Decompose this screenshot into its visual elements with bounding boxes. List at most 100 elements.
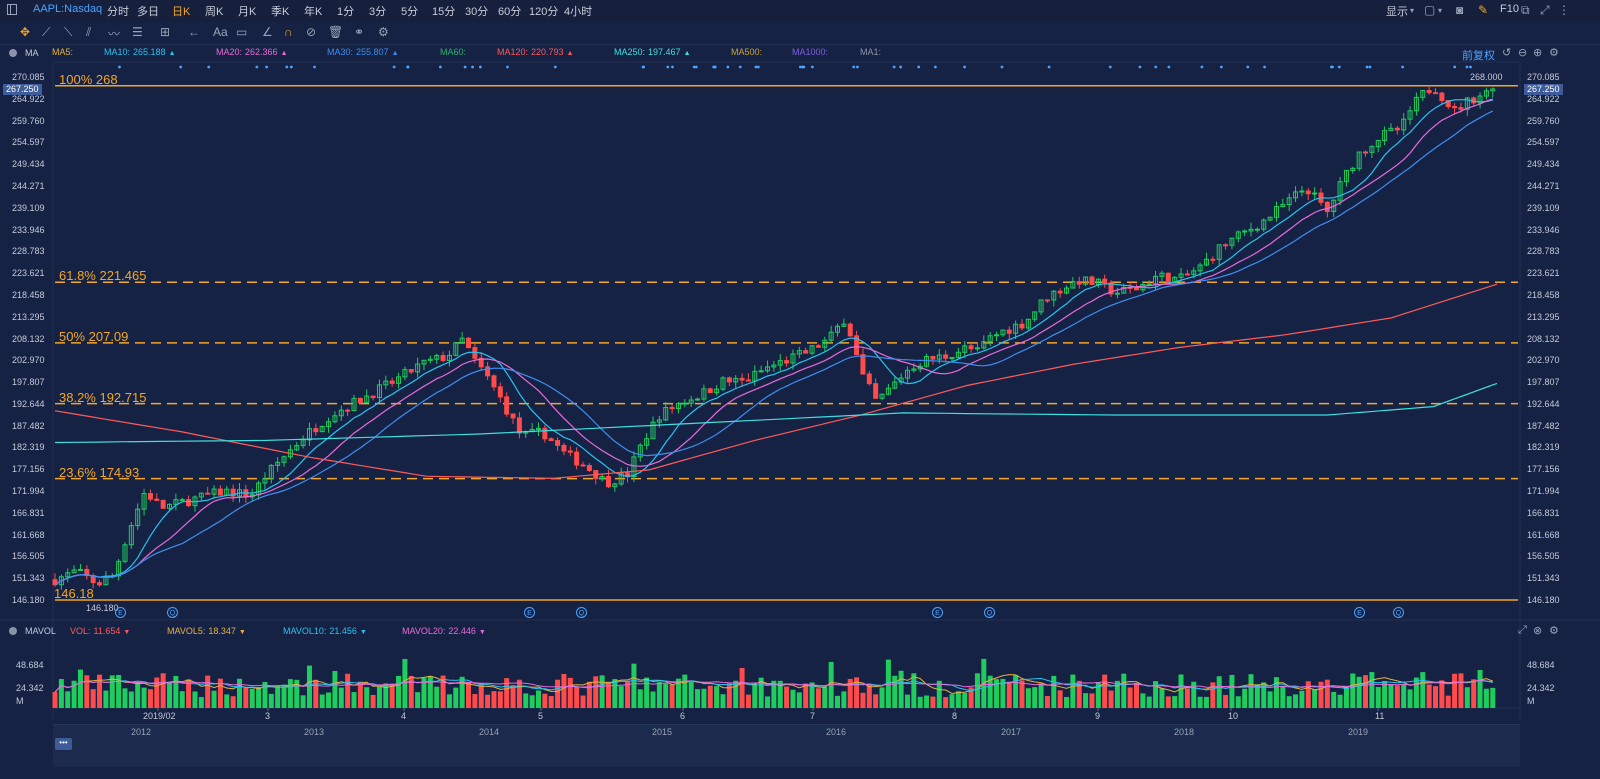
line-tool-icon[interactable]: ⟋ [42, 25, 51, 39]
candle-body [357, 397, 363, 404]
link-icon[interactable]: ⚭ [354, 25, 365, 39]
layout-caret-icon[interactable]: ▾ [1438, 6, 1443, 15]
event-marker-icon[interactable]: E [524, 607, 535, 618]
candle-body [548, 438, 554, 442]
candle-body [733, 377, 739, 383]
hide-drawings-icon[interactable]: ⊘ [306, 25, 317, 39]
price-adjust-button[interactable]: 前复权 [1462, 50, 1495, 62]
display-button[interactable]: 显示 [1386, 6, 1408, 18]
note-tool-icon[interactable]: ▭ [236, 25, 248, 39]
period-tab[interactable]: 周K [205, 6, 224, 18]
candle-body [586, 465, 592, 472]
ma-legend-item[interactable]: MA500: [731, 47, 762, 57]
fullscreen-icon[interactable]: ⤢ [1540, 3, 1550, 17]
panel-settings-icon[interactable]: ⚙ [1549, 47, 1559, 59]
wave-tool-icon[interactable]: 〰 [108, 27, 121, 41]
volume-expand-icon[interactable]: ⤢ [1518, 624, 1527, 636]
camera-icon[interactable]: ◙ [1456, 3, 1464, 17]
ruler-tool-icon[interactable]: ⊞ [160, 25, 171, 39]
volume-legend-item[interactable]: MAVOL5: 18.347 ▼ [167, 626, 246, 636]
event-marker-icon[interactable]: Q [1393, 607, 1404, 618]
ma-legend-item[interactable]: MA30: 255.807 ▲ [327, 47, 399, 57]
event-marker-icon[interactable]: Q [167, 607, 178, 618]
volume-bar [421, 677, 427, 708]
eraser-icon[interactable]: ∠ [262, 25, 273, 39]
delete-drawings-icon[interactable]: 🗑 [328, 25, 344, 39]
volume-legend-item[interactable]: MAVOL10: 21.456 ▼ [283, 626, 367, 636]
volume-bar [974, 673, 980, 708]
f10-button[interactable]: F10 [1500, 3, 1519, 15]
volume-settings-icon[interactable]: ⚙ [1549, 625, 1559, 637]
candle-body [854, 335, 860, 356]
magnet-icon[interactable]: ∩ [284, 25, 293, 39]
settings-gear-icon[interactable]: ⚙ [378, 25, 389, 39]
time-navigator[interactable] [53, 724, 1520, 767]
ma-legend-item[interactable]: MA250: 197.467 ▲ [614, 47, 691, 57]
candle-body [1388, 127, 1394, 132]
fib-tool-icon[interactable]: ☰ [132, 25, 143, 39]
window-layout-icon[interactable]: ▢ [1424, 3, 1436, 17]
event-marker-icon[interactable]: Q [576, 607, 587, 618]
candle-body [77, 568, 83, 571]
price-axis-label: 192.644 [1527, 398, 1560, 409]
channel-tool-icon[interactable]: ⫽ [86, 25, 92, 39]
dropdown-caret-icon[interactable]: ▾ [1410, 6, 1415, 15]
text-tool-icon[interactable]: Aa [213, 25, 228, 39]
volume-legend-item[interactable]: VOL: 11.654 ▼ [70, 626, 130, 636]
ma-legend-item[interactable]: MA20: 262.366 ▲ [216, 47, 288, 57]
ma-legend-item[interactable]: MA60: [440, 47, 466, 57]
period-tab[interactable]: 60分 [498, 6, 522, 18]
period-tab[interactable]: 月K [238, 6, 257, 18]
period-tab[interactable]: 多日 [137, 6, 159, 18]
candle-body [485, 366, 491, 377]
period-tab[interactable]: 4小时 [564, 6, 593, 18]
open-window-icon[interactable]: ⧉ [1521, 3, 1530, 17]
period-tab[interactable]: 3分 [369, 6, 387, 18]
volume-bar [784, 686, 790, 708]
sidebar-toggle-icon[interactable] [7, 4, 17, 15]
ma-legend-item[interactable]: MA1000: [792, 47, 828, 57]
collapse-panel-icon[interactable] [9, 49, 17, 57]
minus-icon[interactable]: ⊖ [1518, 47, 1528, 59]
month-label: 8 [952, 711, 958, 721]
period-tab[interactable]: 日K [172, 6, 191, 18]
period-tab[interactable]: 分时 [107, 6, 129, 18]
candle-body [695, 398, 701, 401]
period-tab[interactable]: 120分 [529, 6, 559, 18]
period-tab[interactable]: 5分 [401, 6, 419, 18]
candle-body [828, 331, 834, 341]
volume-bar [224, 694, 230, 708]
period-tab[interactable]: 1分 [337, 6, 355, 18]
period-tab[interactable]: 年K [304, 6, 323, 18]
arrow-tool-icon[interactable]: ← [188, 25, 200, 39]
volume-close-icon[interactable]: ⊗ [1533, 625, 1543, 637]
event-marker-icon[interactable]: E [1354, 607, 1365, 618]
event-marker-icon[interactable]: E [115, 607, 126, 618]
navigator-left-handle[interactable]: ••• [55, 738, 72, 750]
volume-bar [491, 691, 497, 708]
event-marker-icon[interactable]: E [932, 607, 943, 618]
ma-legend-item[interactable]: MA1: [860, 47, 881, 57]
ray-tool-icon[interactable]: ⟍ [64, 25, 73, 39]
volume-bar [1102, 674, 1108, 708]
crosshair-icon[interactable]: ✥ [20, 25, 31, 39]
pencil-icon[interactable]: ✎ [1478, 3, 1489, 17]
plus-icon[interactable]: ⊕ [1533, 47, 1543, 59]
event-marker-icon[interactable]: Q [984, 607, 995, 618]
price-axis-label: 161.668 [12, 529, 45, 540]
ma-legend-item[interactable]: MA10: 265.188 ▲ [104, 47, 176, 57]
volume-legend-item[interactable]: MAVOL20: 22.446 ▼ [402, 626, 486, 636]
period-tab[interactable]: 30分 [465, 6, 489, 18]
volume-legend-label: MAVOL5: [167, 626, 206, 636]
symbol-title[interactable]: AAPL:Nasdaq [33, 3, 103, 15]
candle-body [1267, 216, 1273, 221]
ma-legend-item[interactable]: MA120: 220.793 ▲ [497, 47, 574, 57]
collapse-volume-panel-icon[interactable] [9, 627, 17, 635]
ma-legend-item[interactable]: MA5: [52, 47, 73, 57]
candle-body [688, 399, 694, 404]
period-tab[interactable]: 15分 [432, 6, 456, 18]
reset-icon[interactable]: ↺ [1502, 47, 1512, 59]
period-tab[interactable]: 季K [271, 6, 290, 18]
more-icon[interactable]: ⋮ [1558, 3, 1570, 17]
